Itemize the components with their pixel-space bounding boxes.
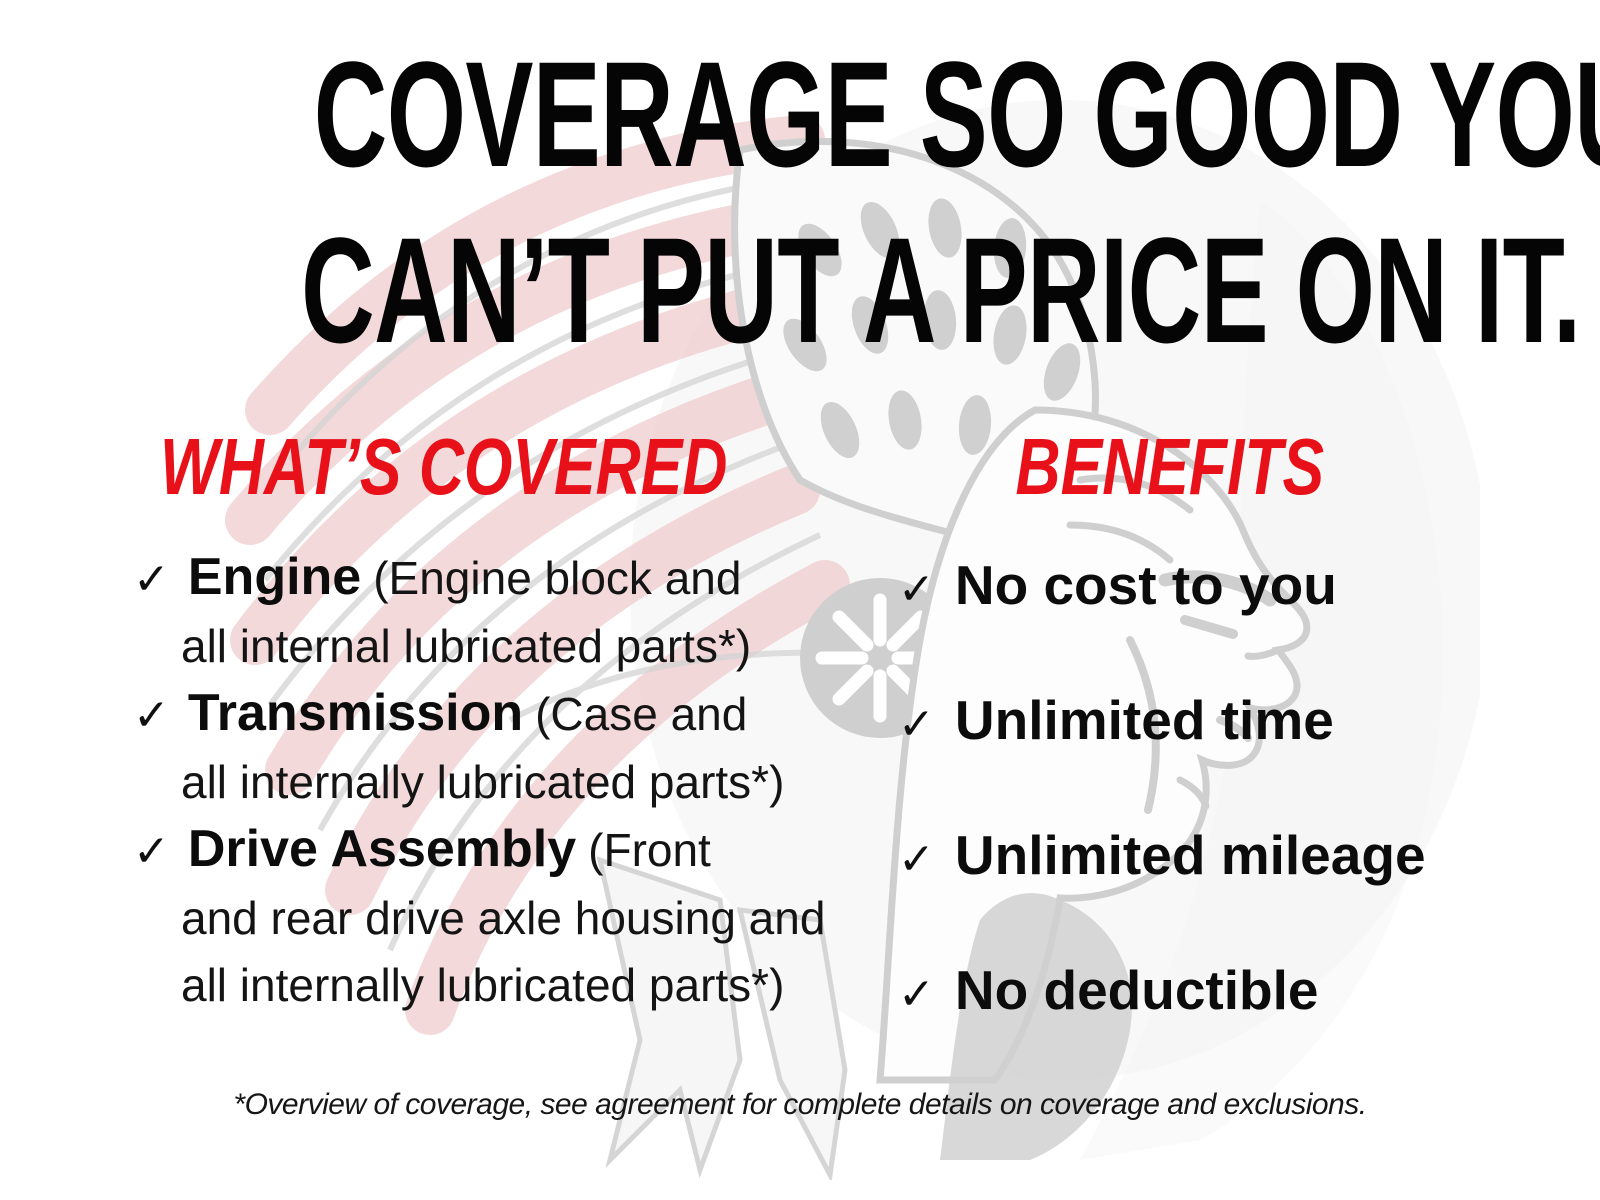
covered-item-drive-assembly: ✓ Drive Assembly (Front and rear drive axl… (133, 816, 826, 1019)
covered-item-line: ✓ Drive Assembly (Front (133, 816, 813, 885)
covered-item-name: Engine (187, 548, 362, 606)
covered-item-line: ✓ Engine (Engine block and (133, 544, 813, 613)
benefit-item-unlimited-mileage: ✓ Unlimited mileage (898, 820, 1538, 905)
benefit-label: No deductible (954, 959, 1319, 1021)
covered-item-line: ✓ Transmission (Case and (133, 680, 813, 749)
benefit-label: No cost to you (954, 554, 1337, 616)
benefit-item-no-cost: ✓ No cost to you (898, 550, 1538, 635)
check-icon: ✓ (898, 835, 935, 884)
benefits-list: ✓ No cost to you ✓ Unlimited time ✓ Unlimit… (898, 550, 1538, 1090)
check-icon: ✓ (898, 700, 935, 749)
headline-line-2: CAN’T PUT A PRICE ON IT. (301, 206, 1581, 374)
check-icon: ✓ (898, 970, 935, 1019)
headline-line-1: COVERAGE SO GOOD YOU (313, 30, 1600, 198)
covered-item-detail: all internally lubricated parts*) (181, 756, 785, 808)
benefit-label: Unlimited mileage (954, 824, 1426, 886)
benefits-heading-text: BENEFITS (1015, 422, 1325, 511)
covered-item-name: Drive Assembly (187, 820, 577, 878)
covered-item-detail: (Engine block and (373, 552, 742, 604)
benefit-item-no-deductible: ✓ No deductible (898, 955, 1538, 1040)
check-icon: ✓ (898, 565, 935, 614)
covered-item-detail: and rear drive axle housing and (181, 892, 826, 944)
check-icon: ✓ (133, 827, 170, 876)
covered-section-heading: WHAT’S COVERED (80, 424, 780, 510)
headline: COVERAGE SO GOOD YOU CAN’T PUT A PRICE O… (0, 26, 1600, 378)
check-icon: ✓ (133, 691, 170, 740)
covered-item-detail: (Front (588, 824, 711, 876)
benefit-item-unlimited-time: ✓ Unlimited time (898, 685, 1538, 770)
covered-heading-text: WHAT’S COVERED (160, 422, 728, 511)
footer-disclaimer: *Overview of coverage, see agreement for… (233, 1088, 1367, 1121)
check-icon: ✓ (133, 555, 170, 604)
covered-list: ✓ Engine (Engine block and all internal lu… (133, 544, 826, 1019)
covered-item-engine: ✓ Engine (Engine block and all internal lu… (133, 544, 813, 680)
covered-item-detail: all internally lubricated parts*) (181, 959, 785, 1011)
covered-item-transmission: ✓ Transmission (Case and all internally lu… (133, 680, 813, 816)
covered-item-detail: all internal lubricated parts*) (181, 620, 752, 672)
covered-item-name: Transmission (187, 684, 524, 742)
benefit-label: Unlimited time (954, 689, 1334, 751)
covered-item-detail: (Case and (535, 688, 748, 740)
benefits-section-heading: BENEFITS (860, 424, 1480, 510)
